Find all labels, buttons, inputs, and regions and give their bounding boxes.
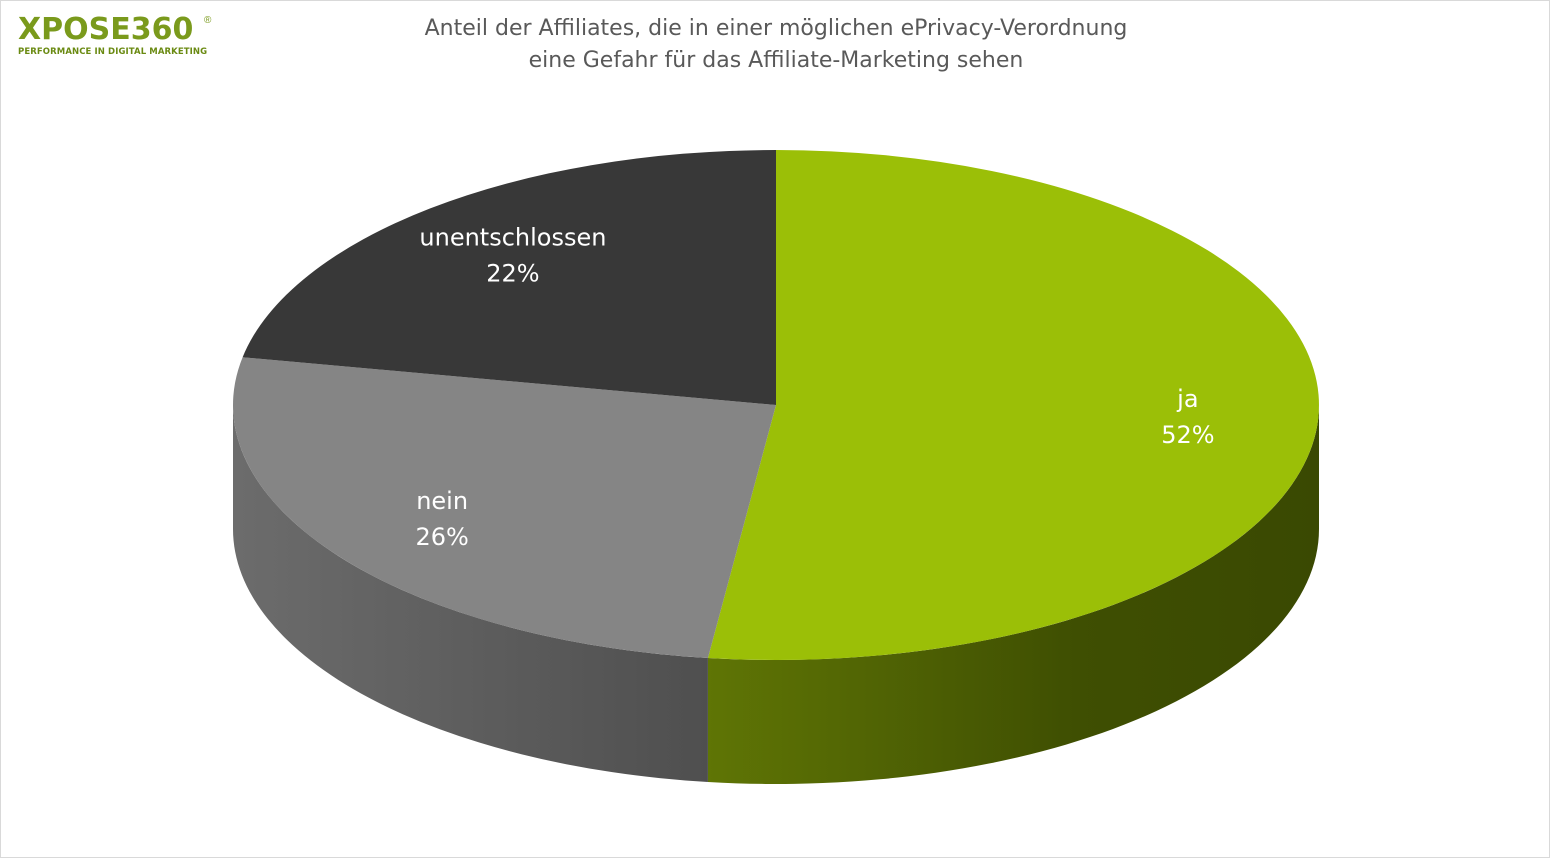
chart-title: Anteil der Affiliates, die in einer mögl… bbox=[331, 13, 1221, 77]
pie-slice-ja bbox=[707, 150, 1319, 660]
pie-slice-labels: ja 52% nein 26% unentschlossen 22% bbox=[415, 224, 1214, 551]
logo-tagline: PERFORMANCE IN DIGITAL MARKETING bbox=[18, 47, 208, 57]
slice-label-nein: nein bbox=[416, 487, 468, 515]
pie-side-nein bbox=[233, 405, 708, 782]
registered-mark: ® bbox=[204, 15, 212, 26]
slice-value-nein: 26% bbox=[415, 523, 468, 551]
pie-slice-unentschlossen bbox=[242, 150, 776, 405]
logo-wordmark: XPOSE360 bbox=[18, 12, 194, 47]
pie-side-walls bbox=[233, 405, 1319, 785]
pie-slices bbox=[233, 150, 1319, 660]
slice-value-ja: 52% bbox=[1161, 421, 1214, 449]
slice-label-unentschlossen: unentschlossen bbox=[419, 224, 606, 252]
chart-title-line-2: eine Gefahr für das Affiliate-Marketing … bbox=[528, 48, 1024, 73]
pie-side-ja bbox=[707, 405, 1319, 785]
chart-title-line-1: Anteil der Affiliates, die in einer mögl… bbox=[424, 16, 1128, 41]
xpose360-logo: XPOSE360 ® PERFORMANCE IN DIGITAL MARKET… bbox=[18, 12, 211, 58]
slice-label-ja: ja bbox=[1176, 385, 1198, 413]
pie-slice-nein bbox=[233, 357, 776, 658]
slice-value-unentschlossen: 22% bbox=[486, 260, 539, 288]
